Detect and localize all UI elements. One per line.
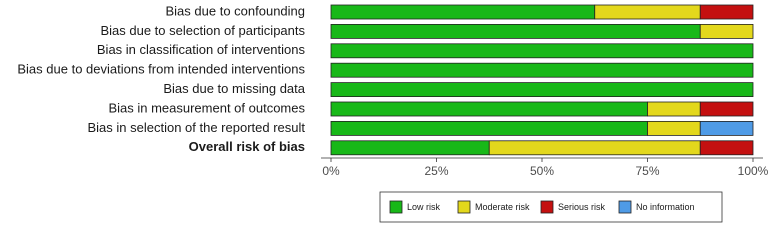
legend-swatch [540,200,554,214]
bar-segment [330,101,648,117]
category-label: Bias due to confounding [166,3,306,18]
x-tick-label: 0% [322,164,340,178]
bar-segment [330,62,754,78]
category-label: Bias in measurement of outcomes [108,100,305,115]
legend-label: Serious risk [558,202,606,212]
x-tick-label: 50% [530,164,554,178]
category-label: Overall risk of bias [189,139,305,154]
bar-segment [330,140,490,156]
legend-swatch [457,200,471,214]
chart: Bias due to confounding Bias due to selec… [17,3,769,223]
category-label: Bias due to deviations from intended int… [17,62,305,77]
legend-swatch [389,200,403,214]
bar-segment [488,140,701,156]
bar-segment [330,82,754,97]
bar-segment [330,4,596,20]
bar-segment [699,101,754,117]
bar-segment [594,4,701,20]
bar-segment [647,121,701,136]
category-label: Bias in classification of interventions [97,42,306,57]
bar-segment [699,4,754,20]
bar-segment [647,101,701,117]
bar-segment [330,43,754,59]
category-label: Bias due to selection of participants [100,23,305,38]
category-label: Bias due to missing data [163,81,305,96]
bar-segment [330,23,701,39]
x-tick-label: 75% [635,164,659,178]
bar-segment [699,121,754,136]
x-tick-label: 100% [738,164,769,178]
legend-label: No information [636,202,695,212]
bar-segment [699,140,754,156]
category-label: Bias in selection of the reported result [87,120,305,135]
bar-segment [699,23,754,39]
legend-box [379,191,723,223]
x-tick-label: 25% [424,164,448,178]
legend-label: Moderate risk [475,202,530,212]
legend: Low risk Moderate risk Serious risk No info… [379,191,723,223]
bar-segment [330,121,648,136]
legend-label: Low risk [407,202,441,212]
legend-swatch [618,200,632,214]
